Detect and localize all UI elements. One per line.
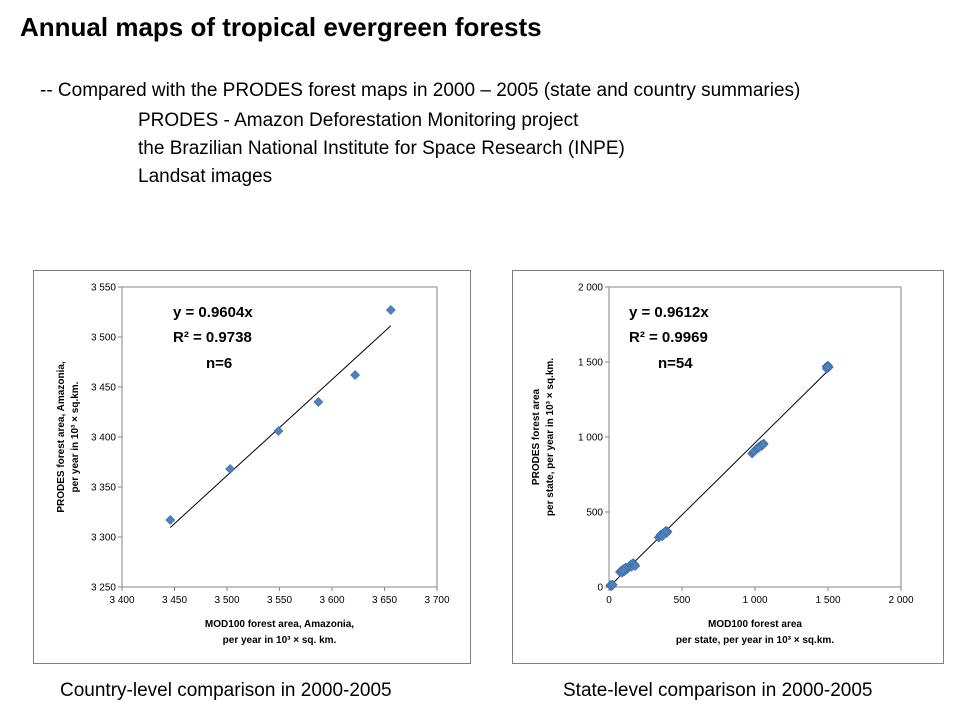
- x-tick-label: 3 450: [162, 595, 187, 606]
- data-point: [225, 464, 236, 474]
- data-point: [657, 531, 668, 542]
- data-point: [617, 565, 628, 576]
- data-point: [385, 305, 396, 315]
- trendline: [608, 368, 830, 588]
- y-tick-label: 3 300: [91, 533, 116, 544]
- x-tick-label: 3 550: [267, 595, 292, 606]
- data-point: [350, 370, 361, 380]
- inpe-line: the Brazilian National Institute for Spa…: [138, 138, 625, 159]
- equation-label: y = 0.9612x: [629, 304, 709, 321]
- y-tick-label: 3 500: [91, 333, 116, 344]
- x-axis-title-line1: MOD100 forest area, Amazonia,: [205, 619, 354, 630]
- y-tick-label: 2 000: [578, 283, 603, 294]
- y-tick-label: 500: [586, 508, 603, 519]
- x-tick-label: 3 600: [319, 595, 344, 606]
- x-tick-label: 3 400: [109, 595, 134, 606]
- prodes-line: PRODES - Amazon Deforestation Monitoring…: [138, 110, 579, 131]
- x-tick-label: 2 000: [888, 595, 913, 606]
- y-axis-title-line2: per year in 10³ × sq.km.: [70, 381, 81, 492]
- landsat-line: Landsat images: [138, 166, 273, 187]
- country-level-plot: 3 400 3 450 3 500 3 550 3 600 3 650 3 700 3 250…: [56, 283, 450, 647]
- data-point: [165, 515, 176, 525]
- page-title: Annual maps of tropical evergreen forest…: [20, 12, 542, 42]
- y-tick-label: 3 400: [91, 433, 116, 444]
- x-axis-title-line2: per state, per year in 10³ × sq.km.: [676, 635, 834, 646]
- y-tick-label: 3 350: [91, 483, 116, 494]
- state-level-plot: 0 500 1 000 1 500 2 000 0 500 1 000 1 500 2 000 y …: [531, 283, 914, 647]
- data-point: [758, 439, 768, 450]
- y-tick-label: 3 450: [91, 383, 116, 394]
- y-tick-label: 3 550: [91, 283, 116, 294]
- x-tick-label: 3 500: [214, 595, 239, 606]
- y-axis-title-line1: PRODES forest area, Amazonia,: [56, 361, 67, 513]
- sample-size-label: n=6: [206, 355, 232, 372]
- data-point: [273, 426, 284, 436]
- y-tick-label: 3 250: [91, 583, 116, 594]
- y-tick-label: 0: [597, 583, 603, 594]
- data-point: [607, 579, 618, 590]
- data-point: [822, 361, 833, 372]
- equation-label: y = 0.9604x: [173, 304, 253, 321]
- x-tick-label: 0: [606, 595, 612, 606]
- y-tick-label: 1 500: [578, 358, 603, 369]
- y-axis-title-line2: per state, per year in 10³ × sq.km.: [545, 358, 556, 516]
- x-tick-label: 3 650: [372, 595, 397, 606]
- y-tick-label: 1 000: [578, 433, 603, 444]
- plot-area: [121, 286, 438, 588]
- page-subtitle: -- Compared with the PRODES forest maps …: [40, 80, 801, 101]
- data-point: [313, 397, 324, 407]
- country-level-caption: Country-level comparison in 2000-2005: [60, 680, 392, 701]
- data-point: [630, 561, 641, 571]
- x-tick-label: 3 700: [424, 595, 449, 606]
- y-axis-title-line1: PRODES forest area: [531, 388, 542, 485]
- country-level-chart: 3 400 3 450 3 500 3 550 3 600 3 650 3 700 3 250…: [33, 270, 471, 664]
- x-tick-label: 1 000: [742, 595, 767, 606]
- x-tick-label: 1 500: [815, 595, 840, 606]
- r-squared-label: R² = 0.9738: [173, 329, 252, 346]
- state-level-caption: State-level comparison in 2000-2005: [563, 680, 873, 701]
- trendline: [169, 325, 392, 528]
- x-axis-title-line2: per year in 10³ × sq. km.: [223, 635, 337, 646]
- sample-size-label: n=54: [658, 355, 693, 372]
- r-squared-label: R² = 0.9969: [629, 329, 708, 346]
- x-axis-title-line1: MOD100 forest area: [708, 619, 802, 630]
- state-level-chart: 0 500 1 000 1 500 2 000 0 500 1 000 1 500 2 000 y …: [512, 270, 944, 664]
- x-tick-label: 500: [674, 595, 691, 606]
